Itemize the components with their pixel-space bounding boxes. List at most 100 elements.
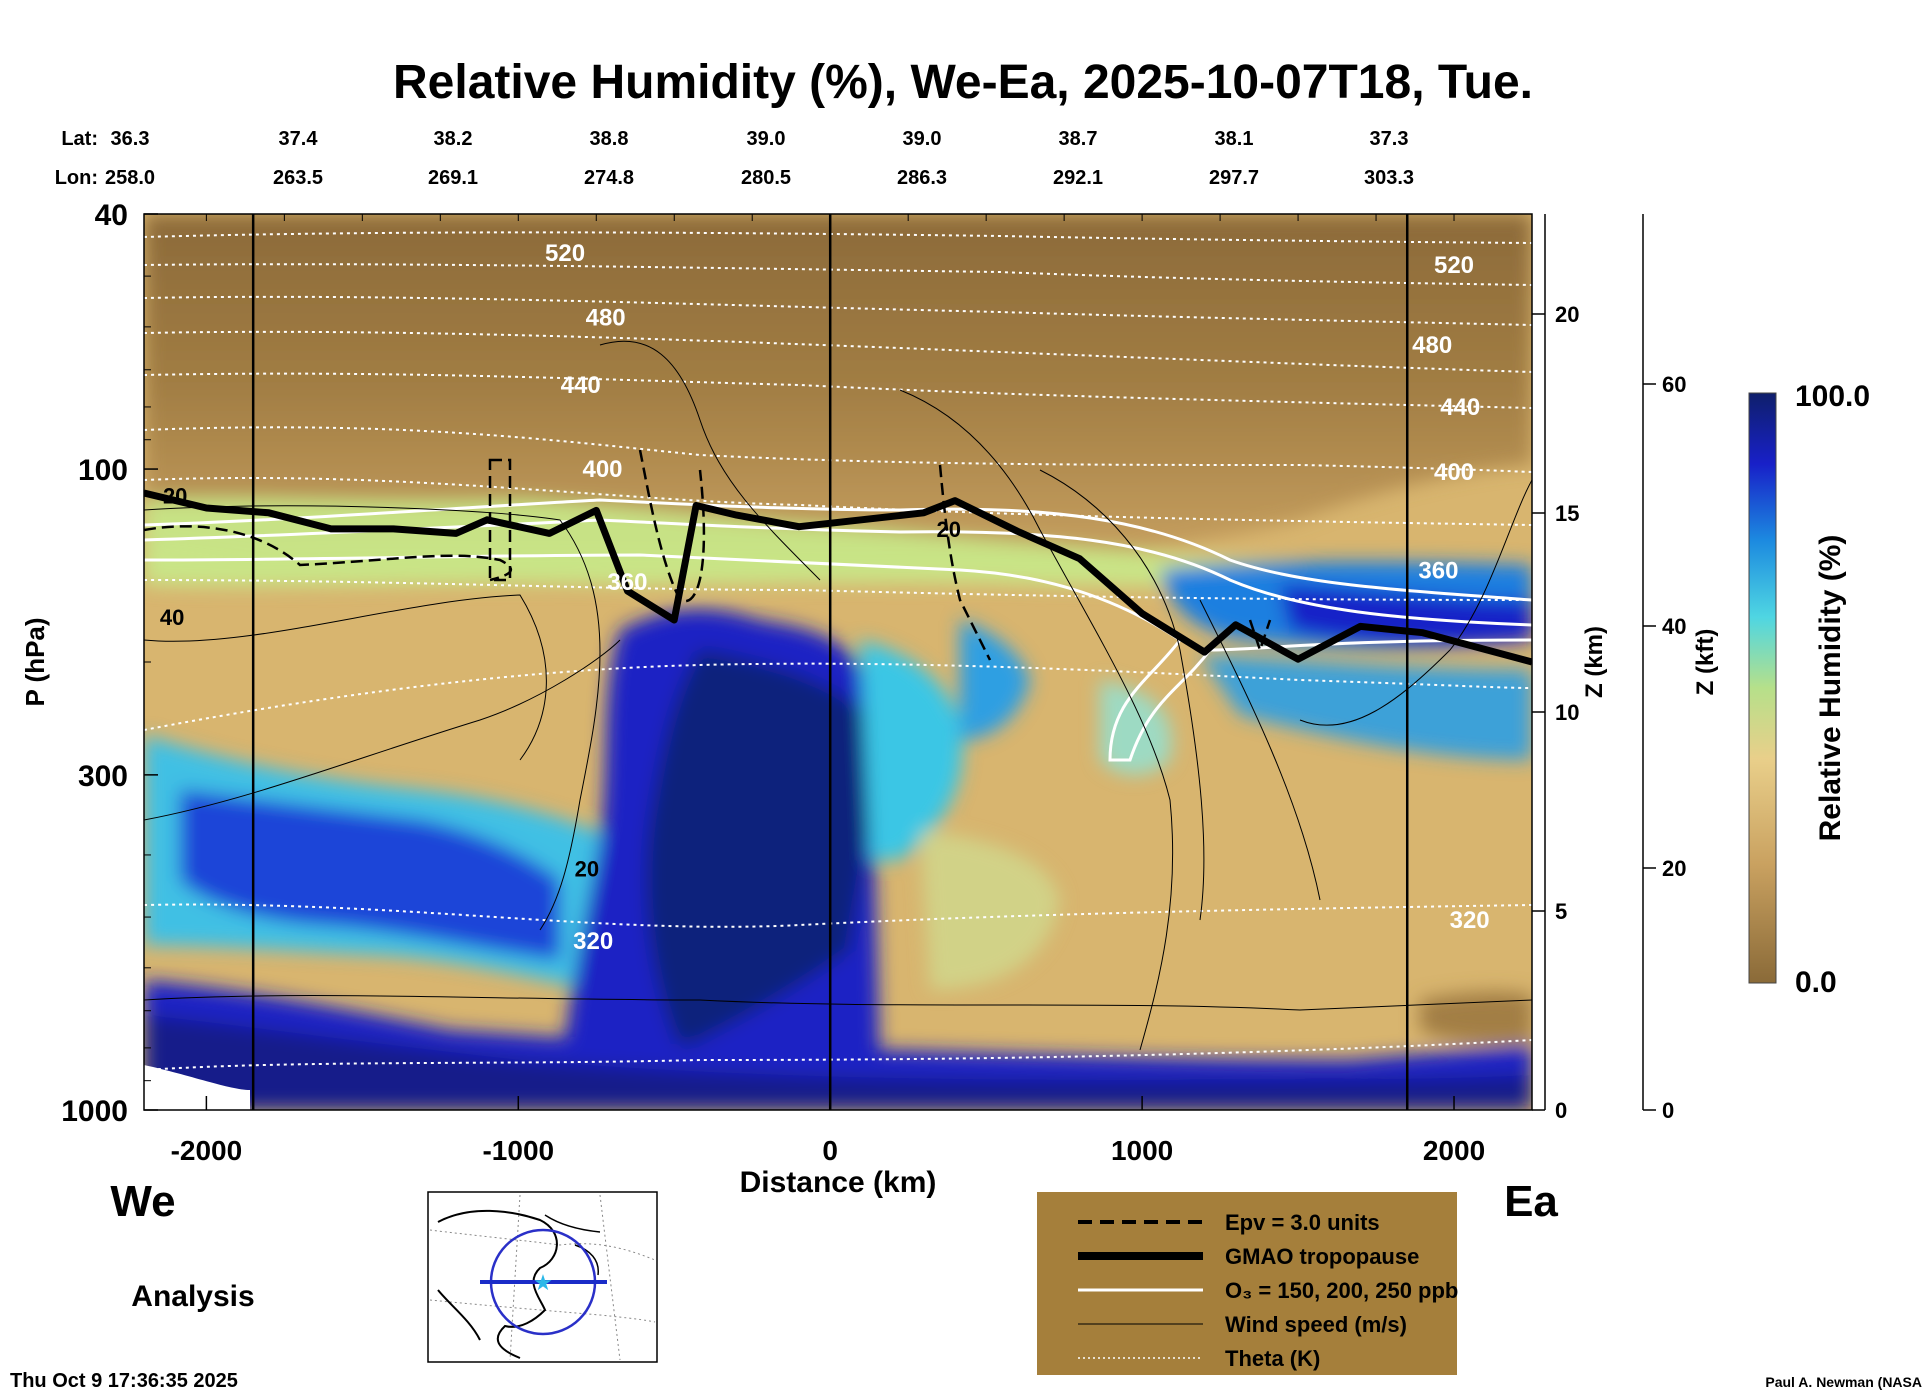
- vertical-markers: [251, 214, 1409, 1110]
- theta-contour-460: [144, 330, 1532, 373]
- lon-value: 269.1: [428, 167, 478, 189]
- wind-label: 20: [936, 517, 960, 542]
- x-tick-label: -1000: [482, 1135, 554, 1166]
- p-tick-label: 1000: [61, 1095, 128, 1128]
- x-tick-label: 2000: [1423, 1135, 1485, 1166]
- theta-label: 360: [607, 569, 647, 596]
- colorbar-title: Relative Humidity (%): [1814, 535, 1847, 842]
- theta-contour-340: [144, 662, 1532, 731]
- legend: Epv = 3.0 units GMAO tropopause O₃ = 150, …: [1037, 1192, 1458, 1375]
- lat-value: 39.0: [903, 128, 942, 150]
- lon-value: 297.7: [1209, 167, 1259, 189]
- contours: [144, 231, 1532, 1071]
- ozone-contour-200: [144, 518, 1532, 627]
- theta-label: 440: [561, 372, 601, 399]
- theta-label: 480: [586, 304, 626, 331]
- z-tick-label: 15: [1555, 501, 1579, 526]
- kft-tick-label: 60: [1662, 372, 1686, 397]
- east-column-blue: [960, 620, 1030, 740]
- theta-label: 360: [1418, 558, 1458, 585]
- wind-contour-east-1: [1299, 479, 1532, 726]
- theta-label: 400: [1434, 459, 1474, 486]
- wind-label: 20: [575, 857, 599, 882]
- wind-contour-west-1: [144, 505, 601, 931]
- p-tick-label: 100: [78, 454, 128, 487]
- lat-lon-header: Lat: Lon: 36.3 258.0 37.4 263.5 38.2 269.1 38.…: [55, 128, 1414, 189]
- x-tick-label: 1000: [1111, 1135, 1173, 1166]
- legend-label: GMAO tropopause: [1225, 1244, 1419, 1269]
- west-blue-1: [180, 790, 560, 960]
- legend-label: Epv = 3.0 units: [1225, 1210, 1380, 1235]
- lon-label: Lon:: [55, 167, 98, 189]
- theta-contour-480: [144, 295, 1532, 326]
- lon-value: 263.5: [273, 167, 323, 189]
- wind-contour-west-2: [144, 594, 547, 761]
- theta-contour-300: [144, 1039, 1532, 1071]
- theta-contour-500: [144, 263, 1532, 286]
- timestamp: Thu Oct 9 17:36:35 2025: [10, 1370, 238, 1392]
- colorbar: 100.0 0.0 Relative Humidity (%): [1748, 380, 1870, 999]
- y-axis-label: P (hPa): [20, 617, 50, 706]
- lat-value: 37.4: [279, 128, 319, 150]
- epv-contour-spike-1: [488, 458, 512, 582]
- z-tick-label: 20: [1555, 302, 1579, 327]
- lat-value: 38.1: [1215, 128, 1254, 150]
- inset-graticule-1: [429, 1229, 656, 1261]
- wind-contour-jet-1: [599, 340, 821, 581]
- x-tick-label: 0: [822, 1135, 838, 1166]
- colorbar-max-label: 100.0: [1795, 380, 1870, 413]
- x-axis-label: Distance (km): [740, 1166, 937, 1199]
- lat-value: 39.0: [747, 128, 786, 150]
- lat-value: 38.7: [1059, 128, 1098, 150]
- theta-label: 520: [545, 240, 585, 267]
- wind-label: 20: [163, 484, 187, 509]
- east-mid-cyan: [1200, 655, 1532, 760]
- contour-labels: 520 480 440 400 360 320 520 480 440 400 360 320 20 40…: [160, 240, 1490, 955]
- analysis-label: Analysis: [131, 1280, 254, 1313]
- z-kft-axis-label: Z (kft): [1692, 629, 1719, 696]
- lat-value: 37.3: [1370, 128, 1409, 150]
- gmao-tropopause-line: [144, 489, 1532, 666]
- wind-contour-jet-2: [899, 389, 1174, 1051]
- wind-label: 40: [160, 605, 184, 630]
- lon-value: 286.3: [897, 167, 947, 189]
- theta-label: 320: [1450, 907, 1490, 934]
- humidity-field: [144, 214, 1532, 1110]
- lat-value: 38.8: [590, 128, 629, 150]
- location-inset-map: ★: [427, 1191, 658, 1363]
- wind-contour-low: [144, 995, 1532, 1011]
- z-km-axis-label: Z (km): [1581, 626, 1608, 698]
- z-kft-axis: 0 20 40 60: [1642, 214, 1686, 1123]
- west-label: We: [110, 1177, 175, 1226]
- theta-contour-520: [144, 231, 1532, 244]
- inset-coastlines-east: [544, 1214, 601, 1276]
- z-tick-label: 5: [1555, 899, 1567, 924]
- legend-label: Wind speed (m/s): [1225, 1312, 1407, 1337]
- lon-value: 292.1: [1053, 167, 1103, 189]
- x-axis: -2000 -1000 0 1000 2000: [171, 214, 1485, 1166]
- theta-label: 440: [1440, 394, 1480, 421]
- theta-label: 400: [582, 456, 622, 483]
- central-navy: [646, 650, 873, 1050]
- kft-tick-label: 20: [1662, 856, 1686, 881]
- credit: Paul A. Newman (NASA: [1765, 1374, 1922, 1390]
- boundary-navy: [144, 1015, 1532, 1110]
- theta-contour-440: [144, 372, 1532, 409]
- theta-label: 480: [1412, 332, 1452, 359]
- inset-coastlines: [437, 1209, 558, 1359]
- p-tick-label: 300: [78, 760, 128, 793]
- star-icon: ★: [533, 1271, 553, 1296]
- theta-label: 520: [1434, 252, 1474, 279]
- p-tick-label: 40: [95, 199, 128, 232]
- central-cyan: [860, 640, 963, 860]
- lon-value: 274.8: [584, 167, 634, 189]
- lon-value: 303.3: [1364, 167, 1414, 189]
- lon-value: 258.0: [105, 167, 155, 189]
- wind-contour-jet-3: [1039, 469, 1205, 921]
- pressure-axis: 40 100 300 1000: [61, 199, 158, 1128]
- lon-value: 280.5: [741, 167, 791, 189]
- east-label: Ea: [1504, 1177, 1558, 1226]
- theta-contour-380: [144, 476, 1532, 526]
- below-ground-mask: [144, 1065, 250, 1110]
